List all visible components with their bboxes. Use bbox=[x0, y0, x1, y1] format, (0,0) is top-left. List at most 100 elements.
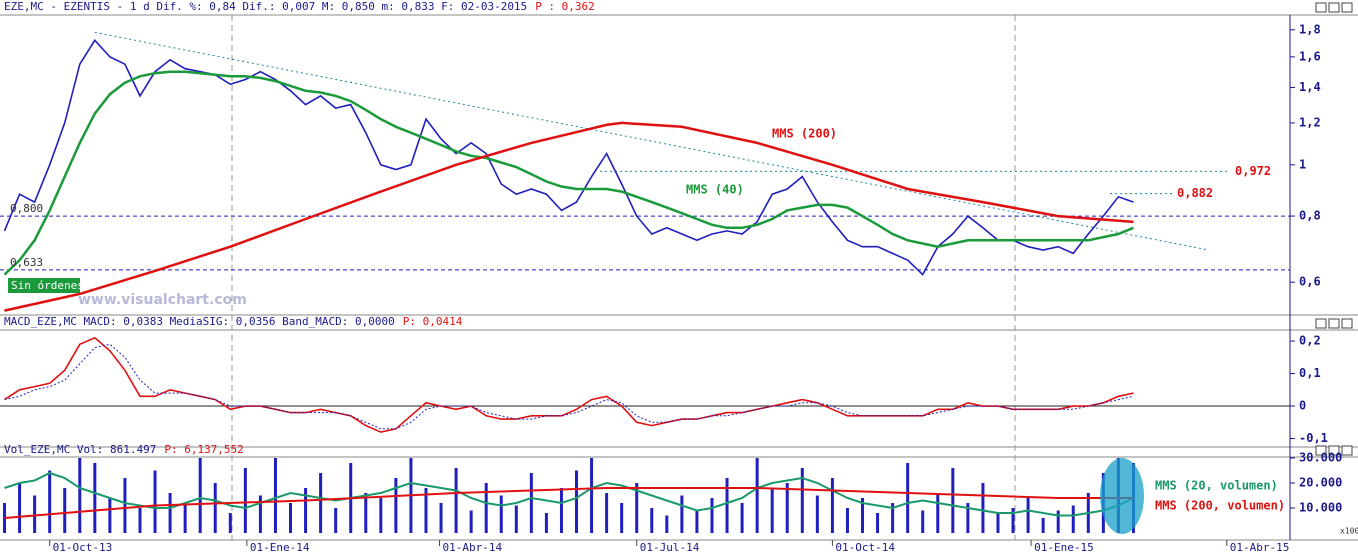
series-line bbox=[3, 70, 1134, 276]
volume-bar bbox=[138, 508, 142, 533]
volume-bar bbox=[304, 488, 308, 533]
panel-plot bbox=[3, 458, 1135, 533]
panel-title-value: P : 0,362 bbox=[535, 0, 595, 13]
x-tick-label: 01-Jul-14 bbox=[640, 541, 700, 554]
level-label: 0,800 bbox=[10, 202, 43, 215]
marked-level-label: 0,882 bbox=[1177, 186, 1213, 200]
volume-bar bbox=[906, 463, 910, 533]
volume-bar bbox=[665, 515, 669, 533]
x-tick-label: 01-Oct-14 bbox=[835, 541, 895, 554]
x-tick-label: 01-Ene-14 bbox=[250, 541, 310, 554]
volume-bar bbox=[620, 503, 624, 533]
series-line bbox=[4, 343, 1134, 430]
volume-bar bbox=[439, 503, 443, 533]
panel-title-value: P: 0,0414 bbox=[403, 315, 463, 328]
volume-bar bbox=[996, 513, 1000, 533]
volume-bar bbox=[575, 470, 579, 533]
highlight bbox=[1100, 458, 1144, 534]
volume-bar bbox=[213, 483, 217, 533]
watermark: www.visualchart.com bbox=[78, 292, 247, 308]
volume-bar bbox=[981, 483, 985, 533]
volume-bar bbox=[183, 503, 187, 533]
volume-bar bbox=[529, 473, 533, 533]
y-tick-label: 10.000 bbox=[1299, 501, 1342, 515]
volume-bar bbox=[740, 503, 744, 533]
y-tick-label: 1,8 bbox=[1299, 22, 1321, 36]
panel-plot bbox=[0, 31, 1290, 312]
volume-bar bbox=[334, 508, 338, 533]
y-tick-label: 1,2 bbox=[1299, 115, 1321, 129]
volume-bar bbox=[484, 483, 488, 533]
y-tick-label: 20.000 bbox=[1299, 476, 1342, 490]
x-tick-label: 01-Abr-15 bbox=[1230, 541, 1290, 554]
level-label: 0,633 bbox=[10, 256, 43, 269]
y-tick-label: 30.000 bbox=[1299, 451, 1342, 465]
volume-bar bbox=[63, 488, 67, 533]
y-tick-label: 1,4 bbox=[1299, 80, 1321, 94]
series-label: MMS (20, volumen) bbox=[1155, 479, 1278, 493]
volume-bar bbox=[650, 508, 654, 533]
series-line bbox=[3, 38, 1134, 276]
volume-bar bbox=[680, 495, 684, 533]
volume-bar bbox=[514, 505, 518, 533]
volume-bar bbox=[454, 468, 458, 533]
volume-bar bbox=[258, 495, 262, 533]
volume-bar bbox=[319, 473, 323, 533]
volume-bar bbox=[695, 510, 699, 533]
series-line bbox=[4, 487, 1134, 519]
volume-bar bbox=[198, 458, 202, 533]
y-tick-label: 0,2 bbox=[1299, 334, 1321, 348]
y-tick-label: -0,1 bbox=[1299, 431, 1328, 445]
volume-bar bbox=[861, 498, 865, 533]
panel-title: EZE,MC - EZENTIS - 1 d Dif. %: 0,84 Dif.… bbox=[4, 0, 527, 13]
y-tick-label: 0,6 bbox=[1299, 275, 1321, 289]
series-line bbox=[4, 121, 1134, 312]
volume-bar bbox=[876, 513, 880, 533]
volume-bar bbox=[469, 510, 473, 533]
volume-bar bbox=[725, 478, 729, 533]
order-status: Sin órdenes bbox=[11, 279, 84, 292]
series-line bbox=[4, 471, 1134, 517]
window-buttons[interactable] bbox=[1315, 2, 1353, 456]
volume-bar bbox=[273, 458, 277, 533]
volume-bar bbox=[243, 468, 247, 533]
volume-bar bbox=[936, 493, 940, 533]
x-tick-label: 01-Oct-13 bbox=[53, 541, 113, 554]
volume-bar bbox=[78, 458, 82, 533]
volume-bar bbox=[48, 470, 52, 533]
volume-bar bbox=[891, 503, 895, 533]
volume-bar bbox=[770, 488, 774, 533]
panel-plot bbox=[0, 336, 1290, 433]
unit-label: x100 bbox=[1340, 527, 1358, 536]
volume-bar bbox=[424, 488, 428, 533]
volume-bar bbox=[544, 513, 548, 533]
panel-title: MACD_EZE,MC MACD: 0,0383 MediaSIG: 0,035… bbox=[4, 315, 395, 328]
volume-bar bbox=[966, 503, 970, 533]
volume-bar bbox=[755, 458, 759, 533]
volume-bar bbox=[18, 483, 22, 533]
volume-bar bbox=[605, 493, 609, 533]
volume-bar bbox=[168, 493, 172, 533]
volume-bar bbox=[153, 470, 157, 533]
volume-bar bbox=[289, 503, 293, 533]
volume-bar bbox=[1056, 510, 1060, 533]
y-tick-label: 0 bbox=[1299, 399, 1306, 413]
series-label: MMS (40) bbox=[686, 183, 744, 197]
series-label: MMS (200, volumen) bbox=[1155, 499, 1285, 513]
volume-bar bbox=[921, 510, 925, 533]
volume-bar bbox=[590, 458, 594, 533]
marked-level-label: 0,972 bbox=[1235, 164, 1271, 178]
volume-bar bbox=[1026, 498, 1030, 533]
volume-bar bbox=[108, 498, 112, 533]
volume-bar bbox=[845, 508, 849, 533]
y-tick-label: 0,8 bbox=[1299, 209, 1321, 223]
volume-bar bbox=[710, 498, 714, 533]
volume-bar bbox=[815, 495, 819, 533]
volume-bar bbox=[499, 495, 503, 533]
volume-bar bbox=[364, 493, 368, 533]
volume-bar bbox=[93, 463, 97, 533]
volume-bar bbox=[785, 483, 789, 533]
